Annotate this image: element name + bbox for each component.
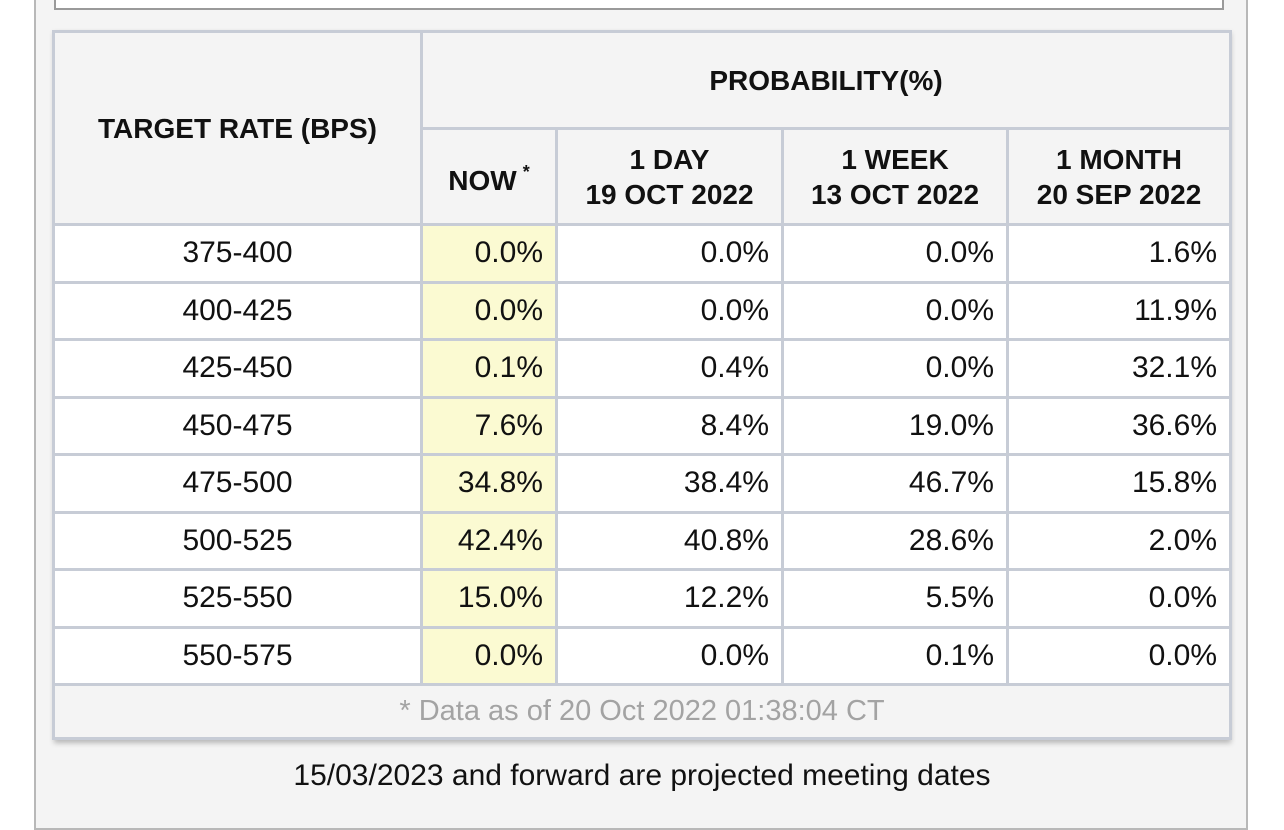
now-probability-cell: 7.6% [420, 395, 558, 456]
asterisk-marker: * [522, 162, 530, 182]
1-week-probability-cell: 5.5% [781, 568, 1009, 629]
target-rate-cell: 525-550 [52, 568, 423, 629]
target-rate-cell: 500-525 [52, 510, 423, 571]
probability-table: TARGET RATE (BPS) PROBABILITY(%) NOW * 1 … [51, 30, 1233, 740]
target-rate-cell: 550-575 [52, 625, 423, 686]
table-row: 450-475 7.6% 8.4% 19.0% 36.6% [52, 395, 1233, 456]
now-probability-cell: 0.0% [420, 280, 558, 341]
1-day-probability-cell: 0.0% [555, 280, 784, 341]
1-month-probability-cell: 36.6% [1005, 395, 1233, 456]
1-month-probability-cell: 2.0% [1005, 510, 1233, 571]
column-header-now-label: NOW [448, 165, 517, 196]
1-week-probability-cell: 0.1% [781, 625, 1009, 686]
table-row: 525-550 15.0% 12.2% 5.5% 0.0% [52, 568, 1233, 629]
footnote-row: * Data as of 20 Oct 2022 01:38:04 CT [51, 683, 1233, 740]
column-header-1-day[interactable]: 1 DAY 19 OCT 2022 [555, 127, 784, 226]
1-day-probability-cell: 38.4% [555, 453, 784, 514]
column-header-1-week-label: 1 WEEK [841, 143, 949, 175]
1-day-probability-cell: 0.0% [555, 223, 784, 284]
1-month-probability-cell: 15.8% [1005, 453, 1233, 514]
table-row: 425-450 0.1% 0.4% 0.0% 32.1% [52, 338, 1233, 399]
column-header-1-month[interactable]: 1 MONTH 20 SEP 2022 [1005, 127, 1233, 226]
column-header-1-month-date: 20 SEP 2022 [1036, 178, 1202, 210]
target-rate-header: TARGET RATE (BPS) [52, 30, 423, 226]
1-month-probability-cell: 11.9% [1005, 280, 1233, 341]
column-header-1-week[interactable]: 1 WEEK 13 OCT 2022 [781, 127, 1009, 226]
probability-header: PROBABILITY(%) [419, 30, 1233, 130]
1-month-probability-cell: 0.0% [1005, 568, 1233, 629]
1-week-probability-cell: 0.0% [781, 338, 1009, 399]
1-month-probability-cell: 1.6% [1005, 223, 1233, 284]
column-header-1-day-label: 1 DAY [629, 143, 710, 175]
1-day-probability-cell: 0.0% [555, 625, 784, 686]
1-week-probability-cell: 19.0% [781, 395, 1009, 456]
target-rate-cell: 400-425 [52, 280, 423, 341]
target-rate-cell: 475-500 [52, 453, 423, 514]
1-week-probability-cell: 0.0% [781, 280, 1009, 341]
now-probability-cell: 0.0% [420, 625, 558, 686]
projected-dates-note: 15/03/2023 and forward are projected mee… [293, 759, 991, 792]
column-header-1-day-date: 19 OCT 2022 [585, 178, 754, 210]
column-header-1-week-date: 13 OCT 2022 [810, 178, 980, 210]
1-day-probability-cell: 8.4% [555, 395, 784, 456]
table-row: 550-575 0.0% 0.0% 0.1% 0.0% [52, 625, 1233, 686]
1-week-probability-cell: 28.6% [781, 510, 1009, 571]
1-month-probability-cell: 0.0% [1005, 625, 1233, 686]
table-row: 500-525 42.4% 40.8% 28.6% 2.0% [52, 510, 1233, 571]
table-row: 400-425 0.0% 0.0% 0.0% 11.9% [52, 280, 1233, 341]
target-rate-cell: 450-475 [52, 395, 423, 456]
now-probability-cell: 42.4% [420, 510, 558, 571]
1-month-probability-cell: 32.1% [1005, 338, 1233, 399]
data-timestamp-footnote: * Data as of 20 Oct 2022 01:38:04 CT [51, 683, 1233, 740]
now-probability-cell: 15.0% [420, 568, 558, 629]
table-row: 475-500 34.8% 38.4% 46.7% 15.8% [52, 453, 1233, 514]
now-probability-cell: 34.8% [420, 453, 558, 514]
target-rate-cell: 425-450 [52, 338, 423, 399]
table-row: 375-400 0.0% 0.0% 0.0% 1.6% [52, 223, 1233, 284]
1-day-probability-cell: 12.2% [555, 568, 784, 629]
column-header-1-month-label: 1 MONTH [1056, 143, 1182, 175]
target-rate-cell: 375-400 [52, 223, 423, 284]
1-day-probability-cell: 0.4% [555, 338, 784, 399]
probability-table-container: TARGET RATE (BPS) PROBABILITY(%) NOW * 1 … [51, 30, 1233, 740]
top-panel [54, 0, 1224, 10]
1-week-probability-cell: 46.7% [781, 453, 1009, 514]
1-day-probability-cell: 40.8% [555, 510, 784, 571]
column-header-now[interactable]: NOW * [420, 127, 558, 226]
1-week-probability-cell: 0.0% [781, 223, 1009, 284]
now-probability-cell: 0.0% [420, 223, 558, 284]
now-probability-cell: 0.1% [420, 338, 558, 399]
